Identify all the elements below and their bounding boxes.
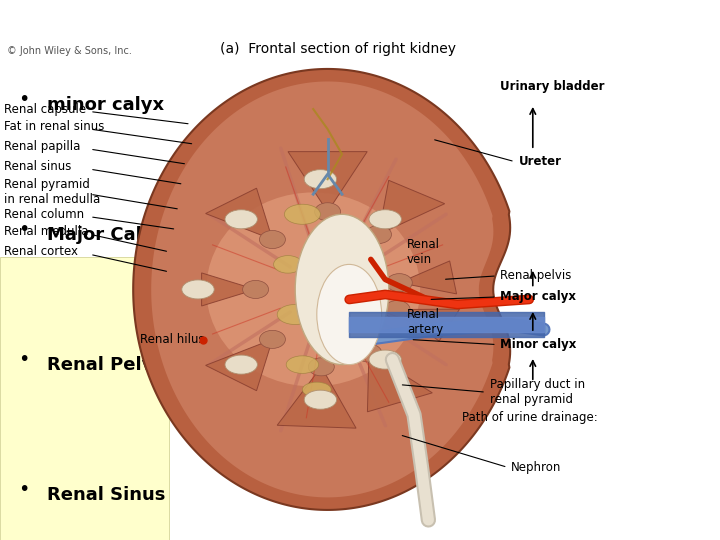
Ellipse shape: [287, 356, 318, 373]
Ellipse shape: [274, 255, 302, 273]
Text: Renal
vein: Renal vein: [407, 238, 440, 266]
Polygon shape: [397, 309, 459, 341]
Text: Renal cortex: Renal cortex: [4, 245, 78, 258]
Ellipse shape: [225, 210, 258, 229]
Polygon shape: [133, 69, 510, 510]
Circle shape: [356, 344, 382, 362]
Text: Major calyx: Major calyx: [500, 291, 577, 303]
Ellipse shape: [369, 350, 402, 369]
Text: •: •: [18, 220, 30, 239]
Text: Renal Sinus: Renal Sinus: [47, 486, 165, 504]
Text: Renal capsule: Renal capsule: [4, 103, 86, 116]
Polygon shape: [151, 82, 493, 497]
Circle shape: [259, 231, 285, 248]
Ellipse shape: [317, 265, 382, 365]
Text: Nephron: Nephron: [511, 461, 562, 474]
Text: minor calyx: minor calyx: [47, 96, 164, 113]
Text: Renal column: Renal column: [4, 208, 84, 221]
Ellipse shape: [369, 210, 402, 229]
Text: © John Wiley & Sons, Inc.: © John Wiley & Sons, Inc.: [7, 46, 132, 56]
Text: Renal pyramid
in renal medulla: Renal pyramid in renal medulla: [4, 178, 100, 206]
Polygon shape: [367, 353, 432, 412]
Text: Fat in renal sinus: Fat in renal sinus: [4, 120, 104, 133]
Ellipse shape: [284, 204, 320, 224]
Circle shape: [315, 202, 341, 221]
Text: •: •: [18, 90, 30, 109]
Ellipse shape: [182, 280, 215, 299]
Text: Renal medulla: Renal medulla: [4, 225, 88, 238]
Ellipse shape: [225, 355, 258, 374]
Ellipse shape: [277, 305, 313, 325]
Text: Minor calyx: Minor calyx: [500, 338, 577, 351]
Text: Renal sinus: Renal sinus: [4, 160, 71, 173]
Text: (a)  Frontal section of right kidney: (a) Frontal section of right kidney: [220, 43, 456, 56]
Text: Urinary bladder: Urinary bladder: [500, 80, 605, 93]
Circle shape: [366, 226, 392, 244]
Text: Path of urine drainage:: Path of urine drainage:: [462, 411, 598, 424]
Circle shape: [259, 330, 285, 348]
Polygon shape: [202, 273, 256, 306]
Polygon shape: [379, 180, 445, 234]
Text: Papillary duct in
renal pyramid: Papillary duct in renal pyramid: [490, 378, 585, 406]
Circle shape: [243, 280, 269, 299]
Text: Renal pelvis: Renal pelvis: [500, 269, 572, 282]
Text: •: •: [18, 350, 30, 369]
Polygon shape: [206, 188, 272, 240]
Ellipse shape: [295, 214, 389, 364]
Polygon shape: [400, 261, 456, 294]
Ellipse shape: [304, 170, 336, 188]
Circle shape: [387, 274, 413, 292]
Text: Renal hilus: Renal hilus: [140, 333, 205, 346]
Polygon shape: [277, 367, 356, 428]
Text: Dissected Kidney: Dissected Kidney: [238, 8, 482, 31]
Ellipse shape: [304, 390, 336, 409]
Text: Major Calyx: Major Calyx: [47, 226, 165, 244]
Polygon shape: [206, 339, 272, 390]
Text: Renal
artery: Renal artery: [407, 308, 443, 336]
Ellipse shape: [206, 192, 420, 387]
Circle shape: [308, 358, 334, 376]
Text: •: •: [18, 481, 30, 500]
FancyBboxPatch shape: [0, 257, 169, 540]
Polygon shape: [288, 152, 367, 212]
Circle shape: [384, 301, 410, 319]
Text: Ureter: Ureter: [518, 155, 562, 168]
Ellipse shape: [302, 382, 331, 397]
Text: Renal papilla: Renal papilla: [4, 140, 80, 153]
Text: Renal Pelvis: Renal Pelvis: [47, 356, 170, 374]
